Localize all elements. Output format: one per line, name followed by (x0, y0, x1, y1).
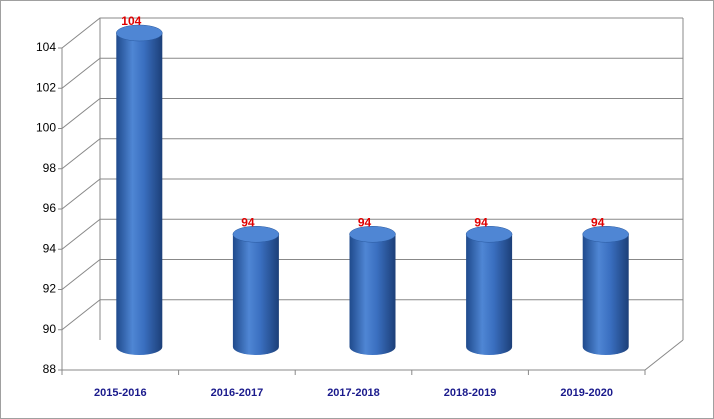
x-tick-label: 2016-2017 (211, 387, 264, 399)
x-tick-label: 2018-2019 (444, 387, 497, 399)
bar-top (116, 24, 163, 42)
bar (349, 234, 396, 355)
y-tick-label: 90 (43, 322, 57, 336)
y-tick-label: 98 (43, 161, 57, 175)
grid-line (61, 57, 683, 89)
y-tick-label: 88 (43, 362, 57, 376)
grid-line (61, 218, 683, 250)
value-label: 94 (358, 215, 372, 229)
y-tick-label: 104 (36, 40, 56, 54)
grid-line (61, 98, 683, 129)
grid-line (61, 138, 683, 170)
bar (116, 33, 163, 355)
bar-top (582, 226, 629, 243)
y-tick-label: 92 (43, 282, 57, 296)
value-label: 94 (474, 215, 488, 229)
bar (466, 234, 513, 355)
value-label: 104 (121, 14, 141, 28)
y-tick-label: 94 (43, 241, 57, 255)
grid-line (61, 178, 683, 210)
y-tick-label: 102 (36, 80, 56, 94)
bar-top (232, 226, 280, 243)
y-tick-label: 100 (36, 121, 56, 135)
y-tick-label: 96 (43, 201, 57, 215)
value-label: 94 (591, 215, 605, 229)
bar (582, 234, 629, 355)
bar-top (349, 226, 396, 243)
x-tick-label: 2019-2020 (560, 387, 613, 399)
bar-top (465, 226, 513, 243)
grid-line (61, 17, 683, 49)
bar (232, 234, 279, 355)
x-tick-label: 2017-2018 (327, 387, 380, 399)
x-tick-label: 2015-2016 (94, 387, 147, 399)
value-label: 94 (241, 215, 255, 229)
